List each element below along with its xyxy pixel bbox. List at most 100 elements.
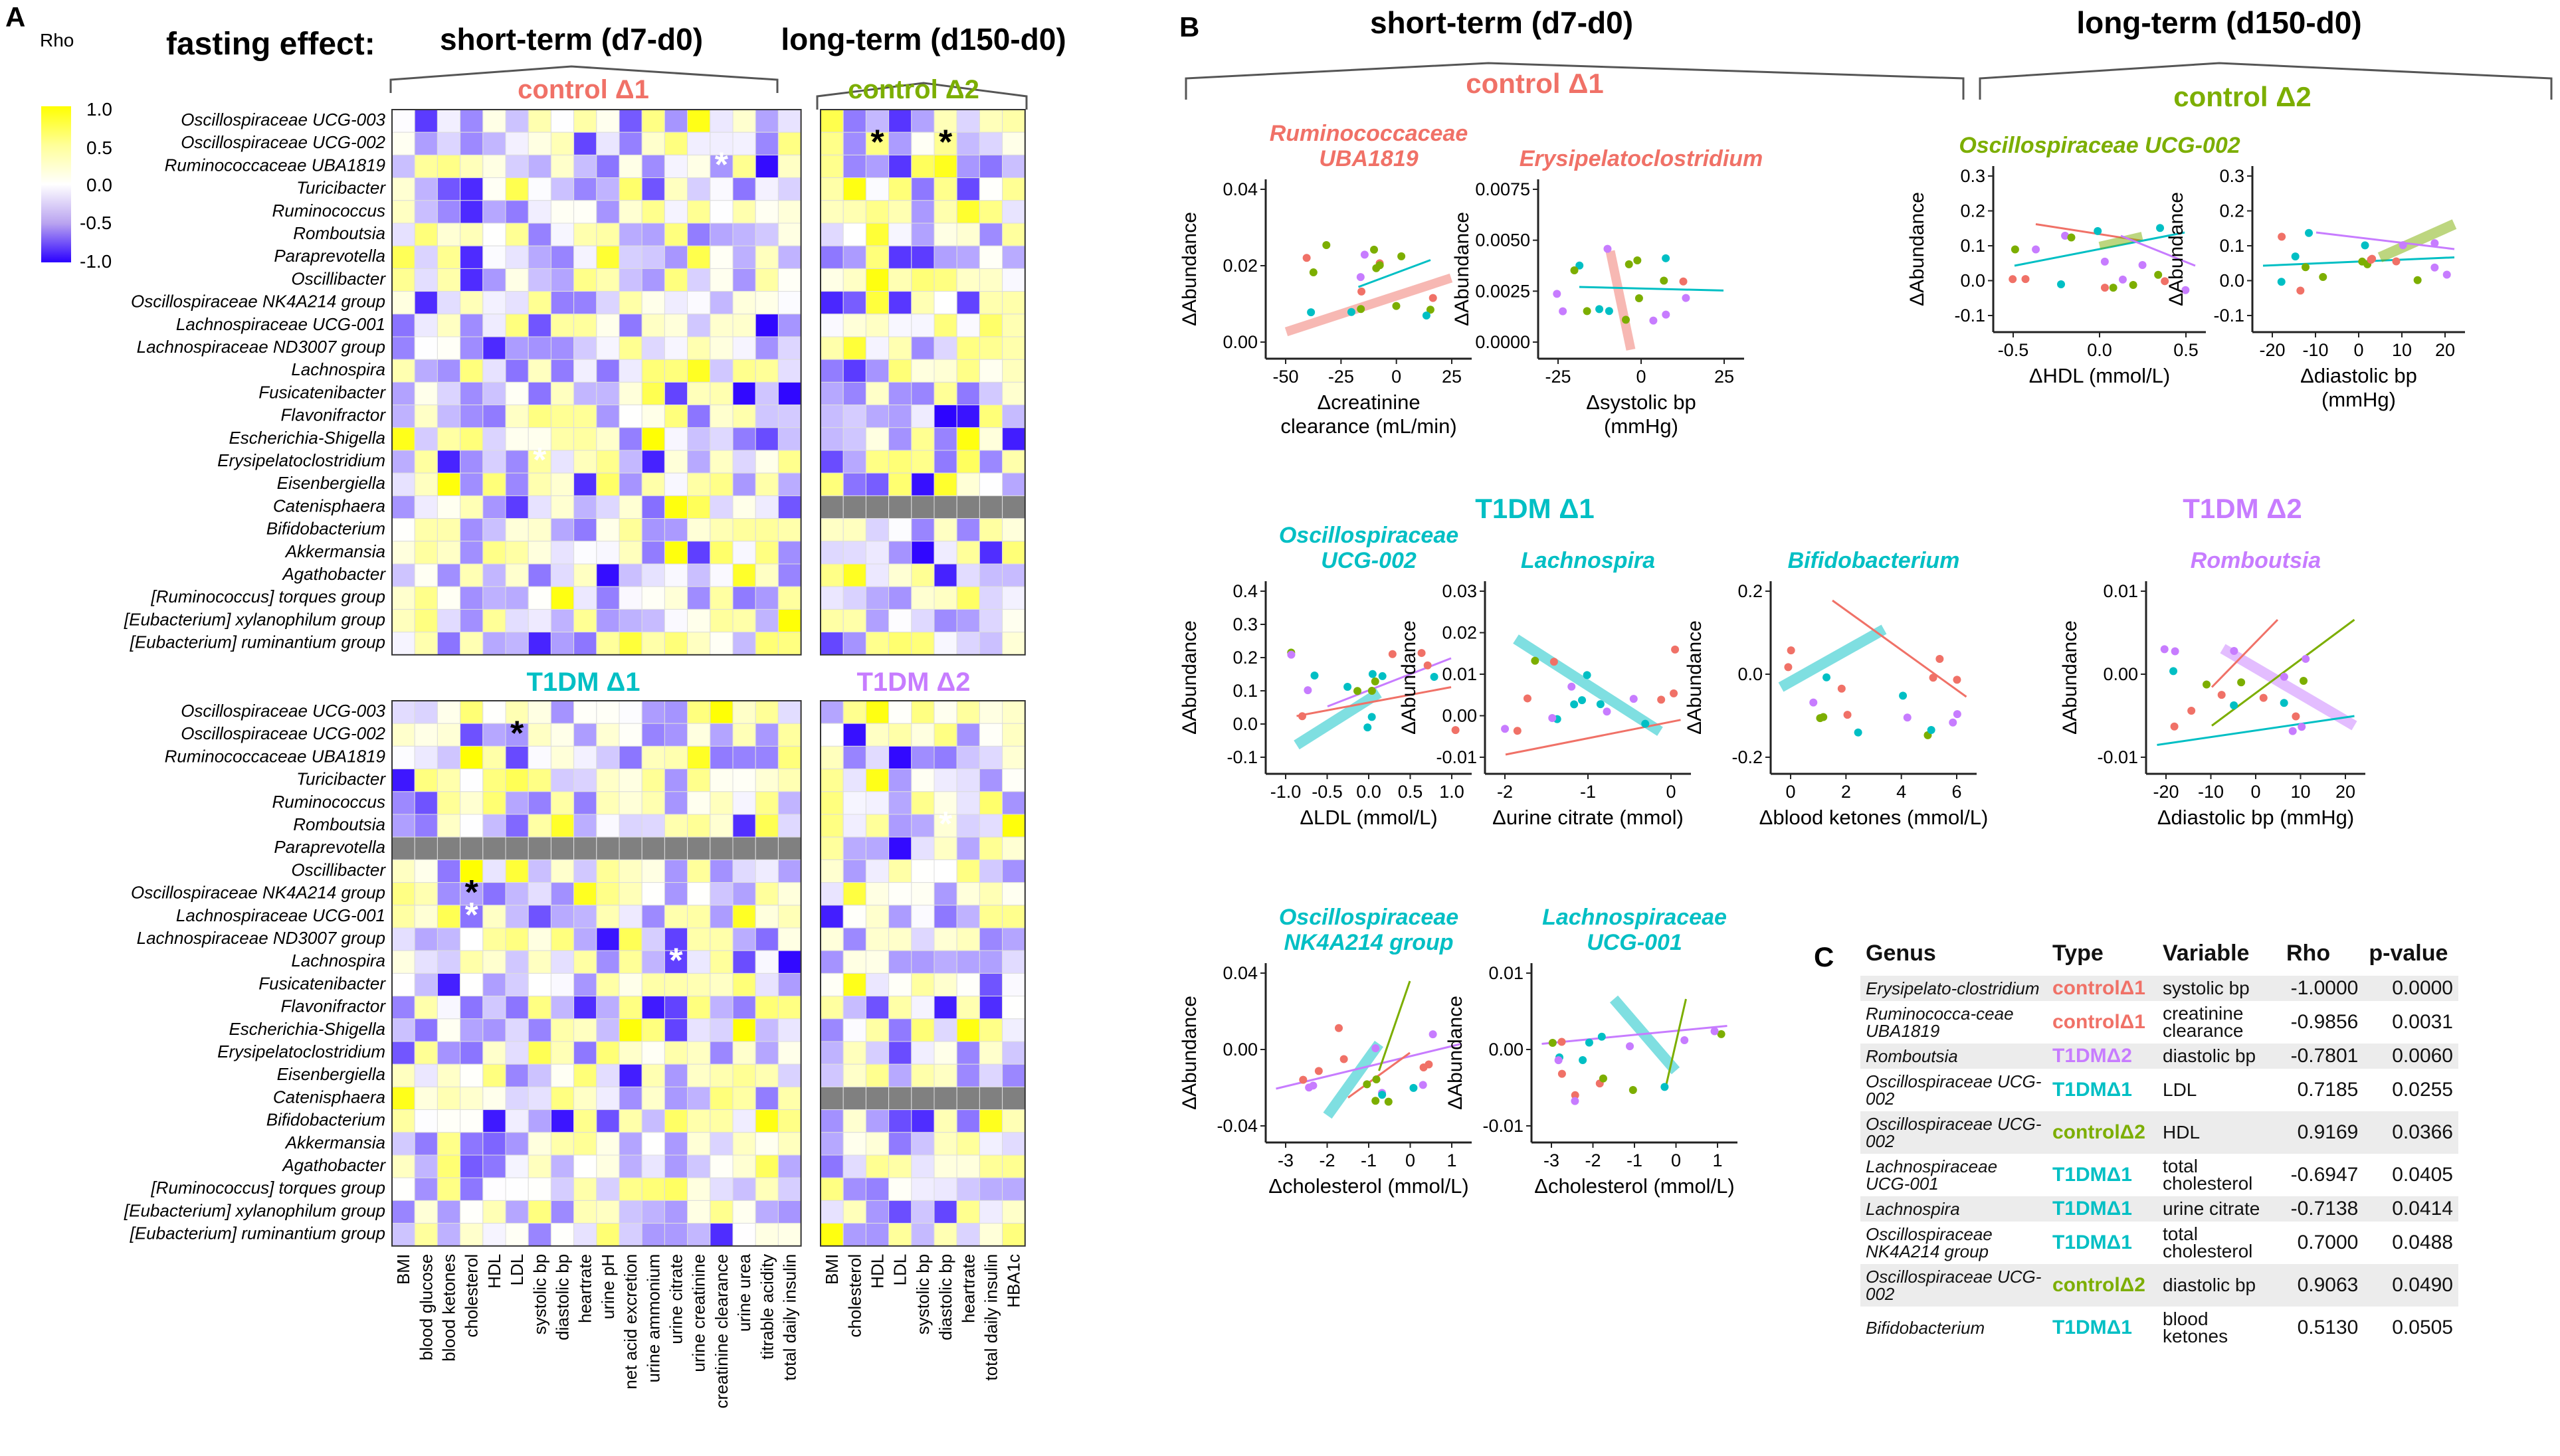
heatmap-cell [596, 632, 620, 656]
heatmap-cell [865, 450, 890, 474]
heatmap-cell [619, 518, 642, 542]
heatmap-cell [777, 950, 802, 974]
heatmap-cell [865, 950, 890, 974]
heatmap-cell [641, 723, 665, 747]
heatmap-cell [505, 1109, 529, 1133]
heatmap-cell [619, 1132, 642, 1156]
heatmap-cell [391, 1132, 415, 1156]
heatmap-cell [1002, 314, 1026, 337]
heatmap-cell [619, 472, 642, 496]
heatmap-cell [755, 563, 779, 587]
variable-cell: diastolic bp [2157, 1264, 2281, 1307]
heatmap-cell [528, 700, 551, 724]
heatmap-cell [820, 1086, 844, 1111]
heatmap-cell [888, 996, 912, 1020]
heatmap-cell [664, 882, 688, 906]
plot-title: Oscillospiraceae [1279, 523, 1458, 548]
heatmap-cell [687, 1223, 711, 1247]
heatmap-cell [979, 769, 1003, 792]
panel-b-label: B [1179, 11, 1199, 43]
heatmap-cell [687, 291, 711, 315]
heatmap-cell [777, 495, 802, 519]
data-point [2367, 255, 2375, 264]
heatmap-cell [777, 268, 802, 292]
heatmap-cell [460, 495, 484, 519]
heatmap-cell [1002, 405, 1026, 428]
b-long-term-header: long-term (d150-d0) [2076, 5, 2361, 40]
data-point [1634, 294, 1643, 303]
heatmap-cell [460, 632, 484, 656]
heatmap-cell [1002, 723, 1026, 747]
x-tick-label: 20 [2435, 340, 2455, 360]
heatmap-cell [710, 1109, 734, 1133]
heatmap-cell [842, 177, 866, 201]
rho-legend: Rho 1.0 0.5 0.0 -0.5 -1.0 [40, 30, 112, 272]
heatmap-cell [619, 769, 642, 792]
heatmap-cell [596, 950, 620, 974]
heatmap-cell [437, 745, 461, 770]
heatmap-cell [820, 177, 844, 201]
heatmap-cell [482, 359, 506, 383]
heatmap-cell [596, 336, 620, 360]
heatmap-cell [414, 1223, 438, 1247]
x-axis-label: clearance (mL/min) [1280, 414, 1456, 438]
x-tick-label: -1 [1361, 1150, 1377, 1170]
data-point [1531, 656, 1539, 665]
data-point [2009, 275, 2017, 284]
heatmap-cell [979, 586, 1003, 610]
heatmap-cell [460, 359, 484, 383]
heatmap-cell [777, 132, 802, 155]
genus-label: Turicibacter [296, 769, 386, 789]
heatmap-cell [956, 836, 980, 860]
heatmap-cell [687, 109, 711, 133]
x-tick-label: 25 [1442, 367, 1462, 387]
heatmap-cell [664, 359, 688, 383]
scatter-plot: LachnospiraceaeUCG-001ΔAbundance0.010.00… [1444, 905, 1737, 1198]
heatmap-cell [641, 700, 665, 724]
heatmap-cell [528, 336, 551, 360]
heatmap-cell [550, 427, 575, 451]
heatmap-cell [641, 427, 665, 451]
heatmap-cell [710, 336, 734, 360]
data-point [1567, 682, 1576, 691]
heatmap-cell [865, 1086, 890, 1111]
heatmap-cell [437, 336, 461, 360]
heatmap-cell [414, 972, 438, 997]
data-point [1371, 1044, 1380, 1053]
heatmap-cell [414, 472, 438, 496]
data-point [2118, 275, 2127, 284]
heatmap-cell [505, 905, 529, 929]
heatmap-cell [732, 563, 756, 587]
data-point [1309, 268, 1318, 277]
heatmap-cell [505, 563, 529, 587]
heatmap-cell [865, 1018, 890, 1042]
variable-label: net acid excretion [621, 1254, 640, 1390]
heatmap-cell [437, 1086, 461, 1111]
heatmap-cell [842, 450, 866, 474]
heatmap-cell [528, 1200, 551, 1224]
data-point [1322, 241, 1331, 250]
genus-label: Oscillospiraceae NK4A214 group [131, 883, 385, 903]
heatmap-cell [777, 314, 802, 337]
heatmap-cell [528, 859, 551, 883]
heatmap-cell [619, 905, 642, 929]
heatmap-cell [710, 359, 734, 383]
heatmap-cell [596, 245, 620, 269]
heatmap-cell [710, 972, 734, 997]
heatmap-cell [956, 154, 980, 179]
heatmap-cell [391, 972, 415, 997]
heatmap-cell [641, 291, 665, 315]
heatmap-cell [842, 745, 866, 770]
heatmap-cell [664, 836, 688, 860]
heatmap-cell [550, 632, 575, 656]
data-point [1307, 308, 1316, 317]
heatmap-cell [777, 700, 802, 724]
x-tick-label: 0 [1785, 782, 1795, 802]
heatmap-cell [755, 359, 779, 383]
variable-label: LDL [507, 1254, 527, 1286]
heatmap-cell [437, 1109, 461, 1133]
y-tick-label: 0.4 [1232, 581, 1258, 601]
heatmap-cell [911, 359, 935, 383]
x-tick-label: -3 [1278, 1150, 1294, 1170]
y-tick-label: 0.0000 [1475, 332, 1530, 352]
